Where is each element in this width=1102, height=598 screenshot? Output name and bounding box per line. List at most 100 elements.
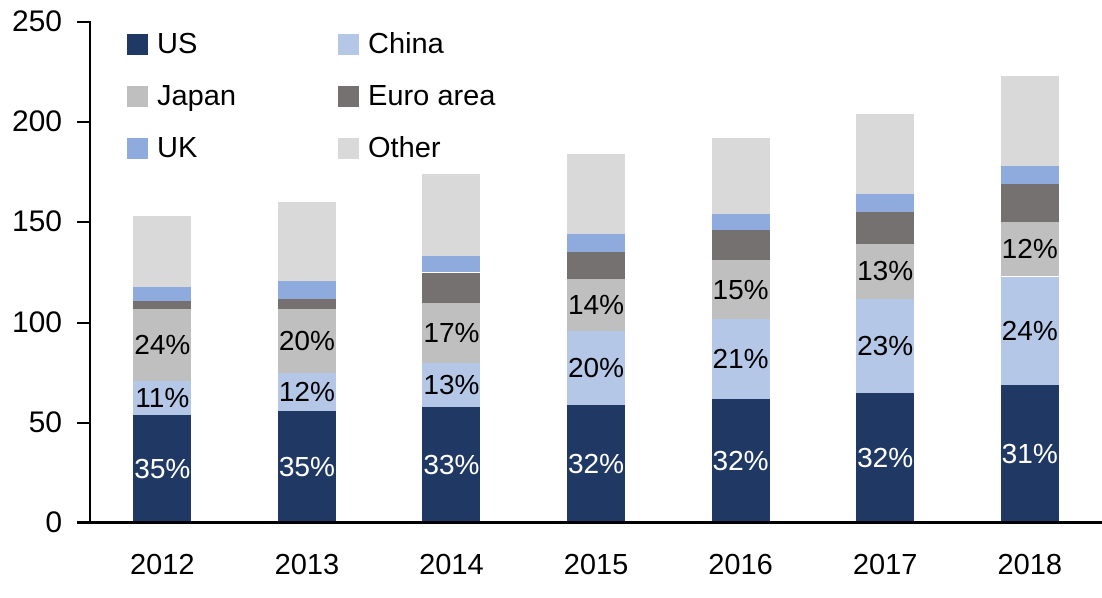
bar-segment-euro-area: [567, 252, 625, 279]
bar-segment-japan: [277, 308, 336, 373]
legend-item-china: China: [338, 28, 444, 60]
bar-segment-other: [277, 202, 336, 281]
y-axis-tick-mark: [77, 21, 90, 23]
bar-segment-china: [1000, 276, 1059, 385]
legend-label: China: [368, 28, 444, 60]
bar-segment-other: [1000, 76, 1059, 167]
bar-segment-china: [711, 318, 770, 399]
bar-segment-euro-area: [1000, 184, 1059, 223]
bar-segment-japan: [856, 244, 915, 299]
legend-label: US: [157, 28, 198, 60]
y-axis-tick-label: 100: [11, 305, 62, 339]
bar-segment-euro-area: [277, 298, 336, 309]
legend-item-japan: Japan: [127, 80, 236, 112]
bar-percentage-label: 15%: [712, 273, 769, 305]
bar-percentage-label: 17%: [423, 316, 480, 348]
bar-segment-japan: [133, 308, 192, 381]
bar-segment-us: [1000, 384, 1059, 523]
bar-percentage-label: 13%: [857, 255, 914, 287]
bar-percentage-label: 12%: [1001, 233, 1058, 265]
bar-segment-other: [567, 154, 625, 235]
bar-segment-china: [133, 380, 192, 415]
bar-percentage-label: 13%: [423, 368, 480, 400]
legend-label: Euro area: [368, 80, 496, 112]
y-axis-tick-label: 0: [45, 506, 62, 539]
bar-segment-china: [567, 330, 625, 405]
bar-segment-japan: [567, 278, 625, 331]
bar-percentage-label: 20%: [278, 324, 335, 356]
y-axis-tick-label: 250: [11, 5, 62, 38]
bar-percentage-label: 20%: [567, 351, 625, 383]
bar-segment-us: [422, 406, 481, 523]
legend-label: UK: [157, 132, 198, 164]
bar-segment-japan: [422, 302, 481, 363]
legend-item-us: US: [127, 28, 197, 60]
legend-swatch-icon: [338, 137, 359, 159]
x-axis-category-label: 2013: [274, 549, 340, 581]
y-axis-tick-label: 150: [11, 205, 62, 239]
bar-segment-us: [133, 414, 192, 523]
bar-segment-uk: [567, 234, 625, 253]
bar-segment-us: [277, 410, 336, 523]
bar-segment-euro-area: [133, 300, 192, 309]
bar-percentage-label: 31%: [1001, 437, 1058, 469]
legend-item-uk: UK: [127, 132, 197, 164]
bar-percentage-label: 12%: [278, 375, 335, 407]
bar-percentage-label: 33%: [423, 448, 480, 480]
x-axis-category-label: 2017: [852, 549, 918, 581]
bar-segment-us: [856, 392, 915, 523]
bar-segment-uk: [856, 194, 915, 213]
legend-swatch-icon: [127, 33, 148, 55]
bar-segment-euro-area: [422, 272, 481, 303]
bar-segment-us: [567, 404, 625, 523]
y-axis-tick-mark: [77, 421, 90, 424]
bar-segment-japan: [1000, 222, 1059, 277]
bar-segment-us: [711, 398, 770, 523]
y-axis-tick-mark: [77, 321, 90, 324]
bar-percentage-label: 24%: [134, 328, 191, 360]
bar-percentage-label: 21%: [712, 342, 769, 374]
bar-segment-uk: [133, 286, 192, 301]
bar-percentage-label: 35%: [278, 450, 335, 482]
bar-segment-china: [856, 298, 915, 393]
bar-segment-euro-area: [856, 212, 915, 245]
legend-item-euro-area: Euro area: [338, 80, 495, 112]
bar-percentage-label: 35%: [134, 452, 191, 484]
x-axis-category-label: 2018: [997, 549, 1062, 581]
y-axis-line: [89, 21, 91, 523]
legend-swatch-icon: [338, 33, 359, 55]
y-axis-tick-label: 50: [28, 405, 62, 439]
bar-segment-other: [711, 138, 770, 215]
legend-swatch-icon: [127, 137, 148, 159]
bar-percentage-label: 14%: [567, 288, 625, 320]
bar-segment-china: [422, 362, 481, 407]
bar-percentage-label: 24%: [1001, 314, 1058, 346]
bar-percentage-label: 32%: [712, 444, 769, 476]
bar-percentage-label: 11%: [135, 381, 190, 413]
legend-label: Other: [368, 132, 441, 164]
bar-percentage-label: 23%: [857, 329, 914, 361]
bar-segment-china: [277, 372, 336, 411]
bar-segment-uk: [422, 256, 481, 273]
legend-label: Japan: [157, 80, 237, 112]
x-axis-line: [77, 521, 1102, 524]
legend-swatch-icon: [338, 85, 359, 107]
bar-segment-uk: [1000, 166, 1059, 185]
x-axis-category-label: 2016: [708, 549, 773, 581]
legend-swatch-icon: [127, 85, 148, 107]
bar-segment-euro-area: [711, 230, 770, 261]
y-axis-tick-label: 200: [11, 105, 62, 139]
bar-segment-other: [133, 216, 192, 287]
x-axis-category-label: 2012: [130, 549, 195, 581]
bar-segment-other: [422, 174, 481, 257]
bar-segment-uk: [711, 214, 770, 231]
bar-segment-uk: [277, 280, 336, 299]
x-axis-category-label: 2015: [563, 549, 629, 581]
bar-percentage-label: 32%: [567, 447, 625, 479]
x-axis-category-label: 2014: [419, 549, 484, 581]
y-axis-tick-mark: [77, 221, 90, 224]
bar-percentage-label: 32%: [857, 441, 914, 473]
y-axis-tick-mark: [77, 121, 90, 124]
bar-segment-japan: [711, 260, 770, 319]
